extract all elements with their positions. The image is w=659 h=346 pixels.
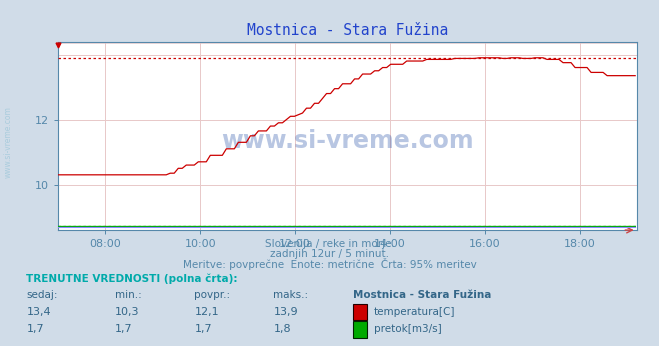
Text: 1,7: 1,7 [26,325,44,334]
Text: zadnjih 12ur / 5 minut.: zadnjih 12ur / 5 minut. [270,249,389,259]
Text: 13,4: 13,4 [26,307,51,317]
Text: 1,7: 1,7 [194,325,212,334]
Text: maks.:: maks.: [273,290,308,300]
Text: Mostnica - Stara Fužina: Mostnica - Stara Fužina [353,290,491,300]
Text: 10,3: 10,3 [115,307,140,317]
Text: www.si-vreme.com: www.si-vreme.com [221,129,474,154]
Text: povpr.:: povpr.: [194,290,231,300]
Text: www.si-vreme.com: www.si-vreme.com [4,106,13,178]
Text: 12,1: 12,1 [194,307,219,317]
Text: Meritve: povprečne  Enote: metrične  Črta: 95% meritev: Meritve: povprečne Enote: metrične Črta:… [183,258,476,270]
Title: Mostnica - Stara Fužina: Mostnica - Stara Fužina [246,22,448,38]
Text: temperatura[C]: temperatura[C] [374,307,455,317]
Text: 13,9: 13,9 [273,307,298,317]
Text: 1,8: 1,8 [273,325,291,334]
Text: pretok[m3/s]: pretok[m3/s] [374,325,442,334]
Text: sedaj:: sedaj: [26,290,58,300]
Text: Slovenija / reke in morje.: Slovenija / reke in morje. [264,239,395,249]
Text: TRENUTNE VREDNOSTI (polna črta):: TRENUTNE VREDNOSTI (polna črta): [26,273,238,284]
Text: 1,7: 1,7 [115,325,133,334]
Text: min.:: min.: [115,290,142,300]
